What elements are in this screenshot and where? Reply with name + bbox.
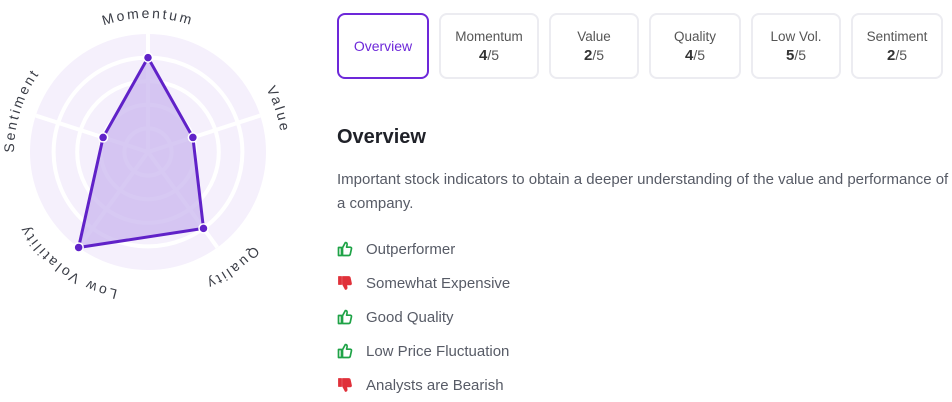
tab-score-denominator: /5 [592, 46, 605, 63]
tab-overview[interactable]: Overview [337, 13, 429, 79]
thumbs-up-icon [337, 343, 353, 359]
thumbs-up-icon [337, 241, 353, 257]
tab-title: Overview [353, 37, 413, 54]
tab-momentum[interactable]: Momentum 4/5 [439, 13, 539, 79]
tab-score: 2/5 [584, 46, 604, 65]
thumbs-down-icon [338, 378, 352, 392]
tab-value[interactable]: Value 2/5 [549, 13, 639, 79]
tab-score-denominator: /5 [693, 46, 706, 63]
tab-score: 4/5 [685, 46, 705, 65]
tab-score-value: 2 [583, 46, 593, 64]
tab-low-vol[interactable]: Low Vol. 5/5 [751, 13, 841, 79]
radar-axis-label: Momentum [100, 5, 196, 28]
indicator-list: Outperformer Somewhat Expensive Good Quali… [337, 232, 952, 402]
indicator-item: Somewhat Expensive [337, 266, 952, 300]
tab-quality[interactable]: Quality 4/5 [649, 13, 741, 79]
thumbs-down-icon [338, 276, 352, 290]
tab-score-value: 4 [684, 46, 694, 64]
tab-score: 2/5 [887, 46, 907, 65]
thumbs-up-icon [337, 309, 353, 325]
tab-score-denominator: /5 [794, 46, 807, 63]
radar-score-point [198, 223, 209, 234]
tab-title: Quality [673, 28, 717, 44]
tab-score-value: 5 [785, 46, 795, 64]
indicator-text: Analysts are Bearish [366, 376, 504, 394]
tab-score-denominator: /5 [895, 46, 908, 63]
indicator-item: Good Quality [337, 300, 952, 334]
indicator-item: Low Price Fluctuation [337, 334, 952, 368]
tab-score: 4/5 [479, 46, 499, 65]
indicator-text: Good Quality [366, 308, 454, 326]
radar-chart: Momentum Value Quality Low Volatility Sentim… [0, 0, 300, 310]
tab-title: Momentum [455, 28, 523, 44]
radar-axis-label-text: Momentum [100, 5, 193, 28]
radar-score-point [97, 132, 109, 143]
panel-description: Important stock indicators to obtain a d… [337, 171, 949, 212]
tab-sentiment[interactable]: Sentiment 2/5 [851, 13, 943, 79]
indicator-item: Analysts are Bearish [337, 368, 952, 402]
tab-title: Low Vol. [770, 28, 822, 44]
tab-score: 5/5 [786, 46, 806, 65]
radar-axis-label-text: Value [264, 83, 292, 134]
indicator-item: Outperformer [337, 232, 952, 266]
score-tabs: Overview Momentum 4/5 Value 2/5 Quality 4/5 Low… [337, 13, 952, 79]
tab-score-denominator: /5 [487, 46, 500, 63]
tab-score-value: 4 [478, 46, 488, 64]
indicator-text: Somewhat Expensive [366, 274, 511, 292]
radar-score-point [73, 242, 84, 253]
indicator-text: Outperformer [366, 240, 456, 258]
radar-axis-label: Value [264, 83, 294, 134]
panel-title: Overview [337, 126, 426, 148]
overview-panel: Overview Important stock indicators to o… [337, 124, 952, 402]
radar-score-point [142, 52, 154, 63]
radar-score-area [77, 56, 205, 249]
tab-score-value: 2 [886, 46, 896, 64]
tab-title: Sentiment [866, 28, 928, 44]
tab-title: Value [577, 28, 611, 44]
indicator-text: Low Price Fluctuation [366, 342, 510, 360]
radar-score-point [187, 132, 199, 143]
